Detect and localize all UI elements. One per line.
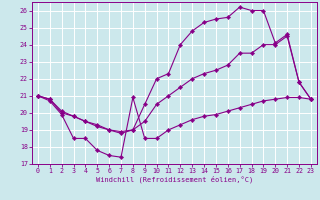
X-axis label: Windchill (Refroidissement éolien,°C): Windchill (Refroidissement éolien,°C) — [96, 176, 253, 183]
